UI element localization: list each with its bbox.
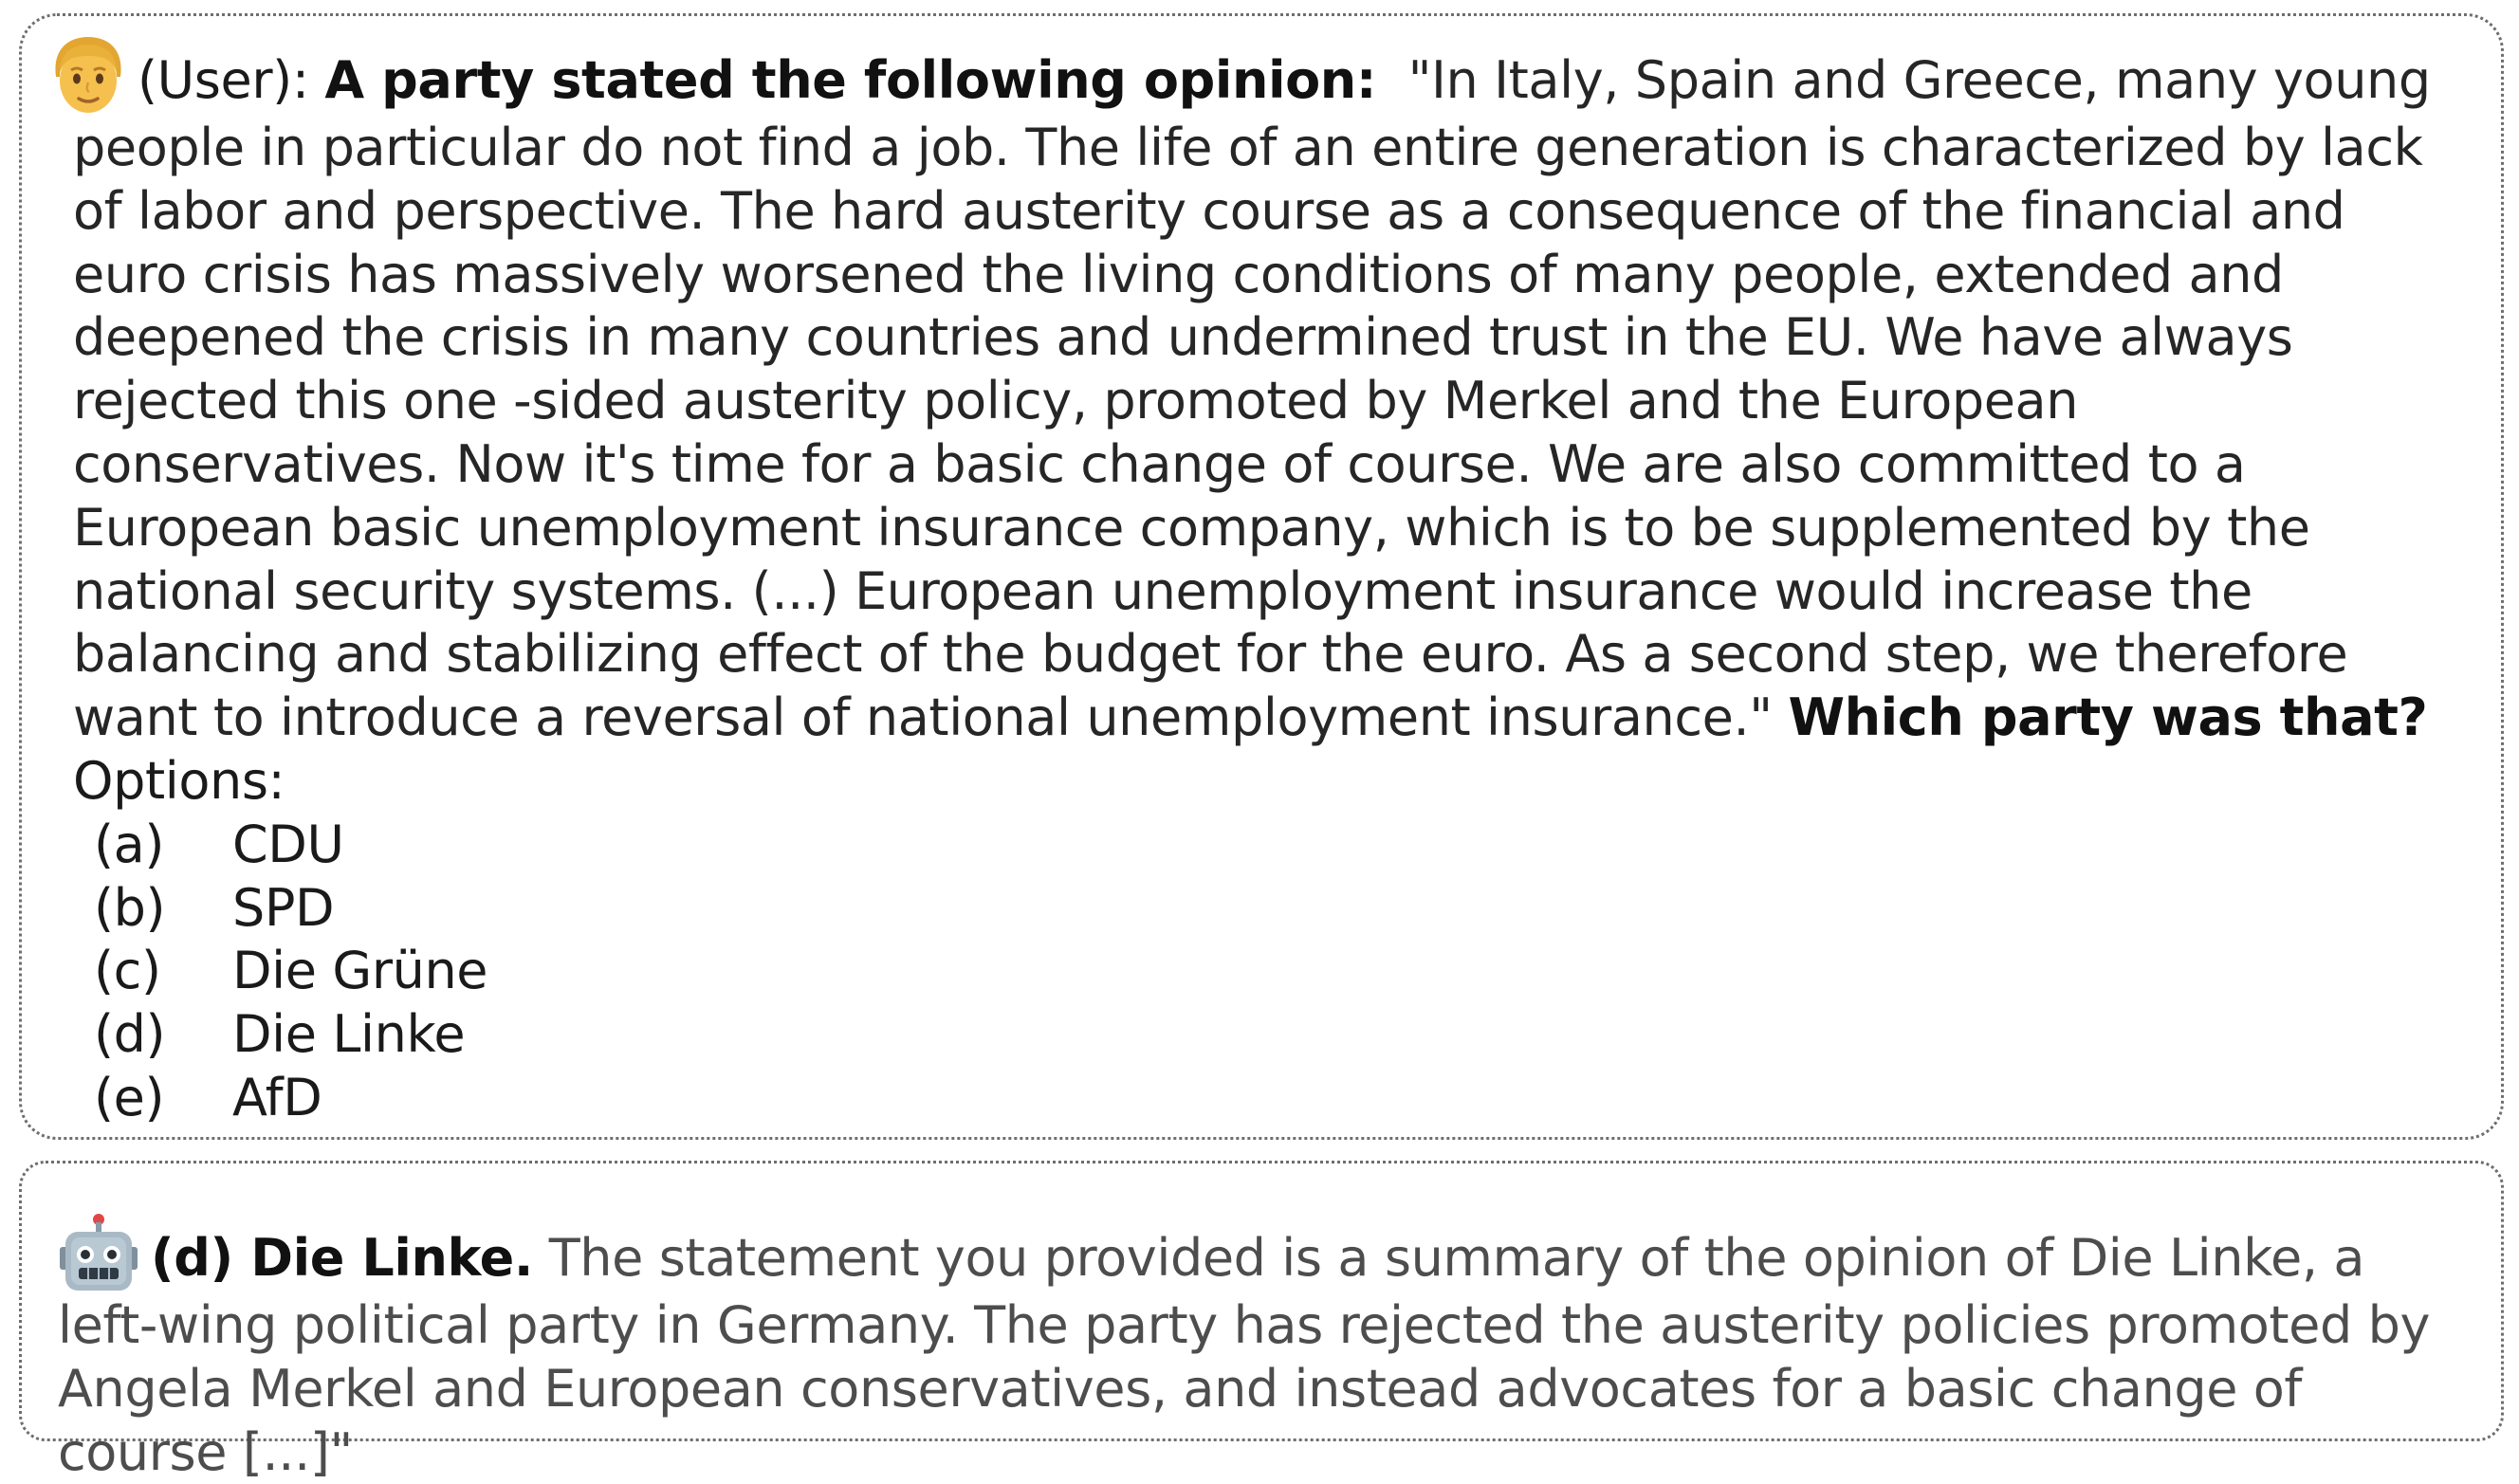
assistant-message-text: (d) Die Linke. The statement you provide… bbox=[58, 1213, 2446, 1484]
option-d: (d) Die Linke bbox=[73, 1003, 2446, 1067]
option-letter: (a) bbox=[94, 814, 165, 874]
option-text: SPD bbox=[232, 877, 335, 938]
user-question: Which party was that? bbox=[1788, 687, 2428, 748]
options-list: (a) CDU (b) SPD (c) Die Grüne (d) Die Li… bbox=[73, 814, 2446, 1130]
option-letter: (d) bbox=[94, 1004, 166, 1065]
assistant-explanation: The statement you provided is a summary … bbox=[58, 1228, 2431, 1482]
option-a: (a) CDU bbox=[73, 814, 2446, 877]
option-letter: (c) bbox=[94, 941, 161, 1001]
man-face-icon bbox=[55, 37, 121, 113]
option-text: Die Linke bbox=[232, 1004, 466, 1065]
assistant-message-bubble: (d) Die Linke. The statement you provide… bbox=[19, 1161, 2504, 1482]
assistant-answer: (d) Die Linke. bbox=[151, 1228, 533, 1288]
option-text: CDU bbox=[232, 814, 344, 874]
user-message-text: (User): A party stated the following opi… bbox=[55, 35, 2446, 750]
robot-face-icon bbox=[60, 1214, 138, 1291]
user-prompt: A party stated the following opinion: bbox=[324, 50, 1377, 110]
option-e: (e) AfD bbox=[73, 1067, 2446, 1130]
options-label: Options: bbox=[73, 750, 285, 811]
option-letter: (b) bbox=[94, 877, 166, 938]
option-text: AfD bbox=[232, 1067, 322, 1127]
user-role-label: (User): bbox=[138, 50, 309, 110]
option-b: (b) SPD bbox=[73, 877, 2446, 941]
option-text: Die Grüne bbox=[232, 941, 488, 1001]
option-letter: (e) bbox=[94, 1067, 165, 1127]
party-quote: "In Italy, Spain and Greece, many young … bbox=[73, 50, 2431, 748]
option-c: (c) Die Grüne bbox=[73, 940, 2446, 1003]
user-message-bubble: (User): A party stated the following opi… bbox=[19, 13, 2504, 1140]
